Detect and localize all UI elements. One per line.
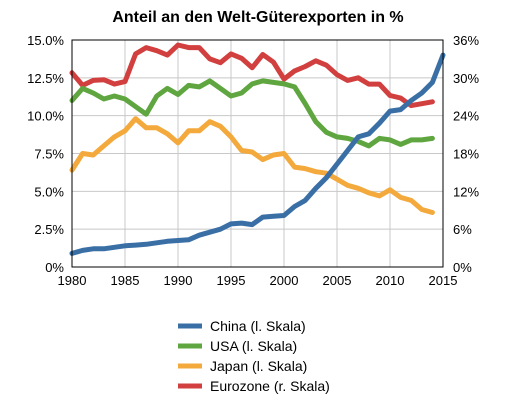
series-line-japan xyxy=(69,116,435,215)
legend-label-china: China (l. Skala) xyxy=(210,318,306,334)
x-axis-ticks: 1980 1985 1990 1995 2000 2005 2010 2015 xyxy=(58,273,458,288)
series-line-usa xyxy=(69,78,435,149)
right-y-tick-label: 0% xyxy=(453,260,472,275)
right-y-tick-label: 24% xyxy=(453,109,479,124)
left-y-tick-label: 10.0% xyxy=(27,109,64,124)
chart-title: Anteil an den Welt-Güterexporten in % xyxy=(112,9,403,26)
x-tick-label: 2000 xyxy=(270,273,299,288)
left-y-tick-label: 2.5% xyxy=(34,222,64,237)
right-y-tick-label: 12% xyxy=(453,184,479,199)
x-tick-label: 1985 xyxy=(111,273,140,288)
legend-label-japan: Japan (l. Skala) xyxy=(210,358,307,374)
grid-lines xyxy=(71,39,444,268)
x-tick-label: 1995 xyxy=(217,273,246,288)
left-y-tick-label: 0% xyxy=(45,260,64,275)
series-line-china xyxy=(69,52,446,256)
right-y-tick-label: 6% xyxy=(453,222,472,237)
x-tick-label: 1980 xyxy=(58,273,87,288)
right-y-tick-label: 18% xyxy=(453,147,479,162)
legend-label-eurozone: Eurozone (r. Skala) xyxy=(210,378,330,394)
legend-label-usa: USA (l. Skala) xyxy=(210,338,297,354)
left-y-tick-label: 5.0% xyxy=(34,184,64,199)
left-y-tick-label: 15.0% xyxy=(27,33,64,48)
left-axis-ticks: 0% 2.5% 5.0% 7.5% 10.0% 12.5% 15.0% xyxy=(27,33,64,275)
x-tick-label: 2010 xyxy=(376,273,405,288)
x-tick-label: 2015 xyxy=(429,273,458,288)
left-y-tick-label: 7.5% xyxy=(34,147,64,162)
chart-legend: China (l. Skala) USA (l. Skala) Japan (l. … xyxy=(178,318,330,394)
x-tick-label: 1990 xyxy=(164,273,193,288)
series-line-eurozone xyxy=(69,42,435,109)
right-axis-ticks: 0% 6% 12% 18% 24% 30% 36% xyxy=(453,33,479,275)
plot-frame xyxy=(71,39,444,268)
right-y-tick-label: 30% xyxy=(453,71,479,86)
series-lines xyxy=(69,42,446,256)
left-y-tick-label: 12.5% xyxy=(27,71,64,86)
right-y-tick-label: 36% xyxy=(453,33,479,48)
x-tick-label: 2005 xyxy=(323,273,352,288)
